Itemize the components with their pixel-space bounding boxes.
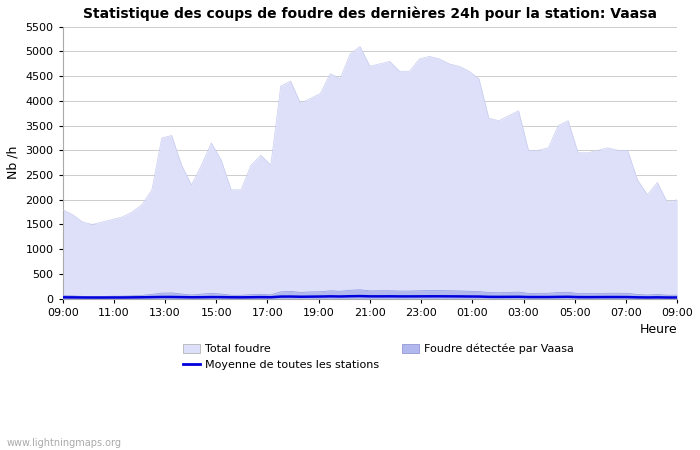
Legend: Total foudre, Moyenne de toutes les stations, Foudre détectée par Vaasa: Total foudre, Moyenne de toutes les stat… bbox=[178, 339, 578, 375]
Y-axis label: Nb /h: Nb /h bbox=[7, 146, 20, 180]
Title: Statistique des coups de foudre des dernières 24h pour la station: Vaasa: Statistique des coups de foudre des dern… bbox=[83, 7, 657, 22]
Text: Heure: Heure bbox=[640, 323, 677, 336]
Text: www.lightningmaps.org: www.lightningmaps.org bbox=[7, 438, 122, 448]
